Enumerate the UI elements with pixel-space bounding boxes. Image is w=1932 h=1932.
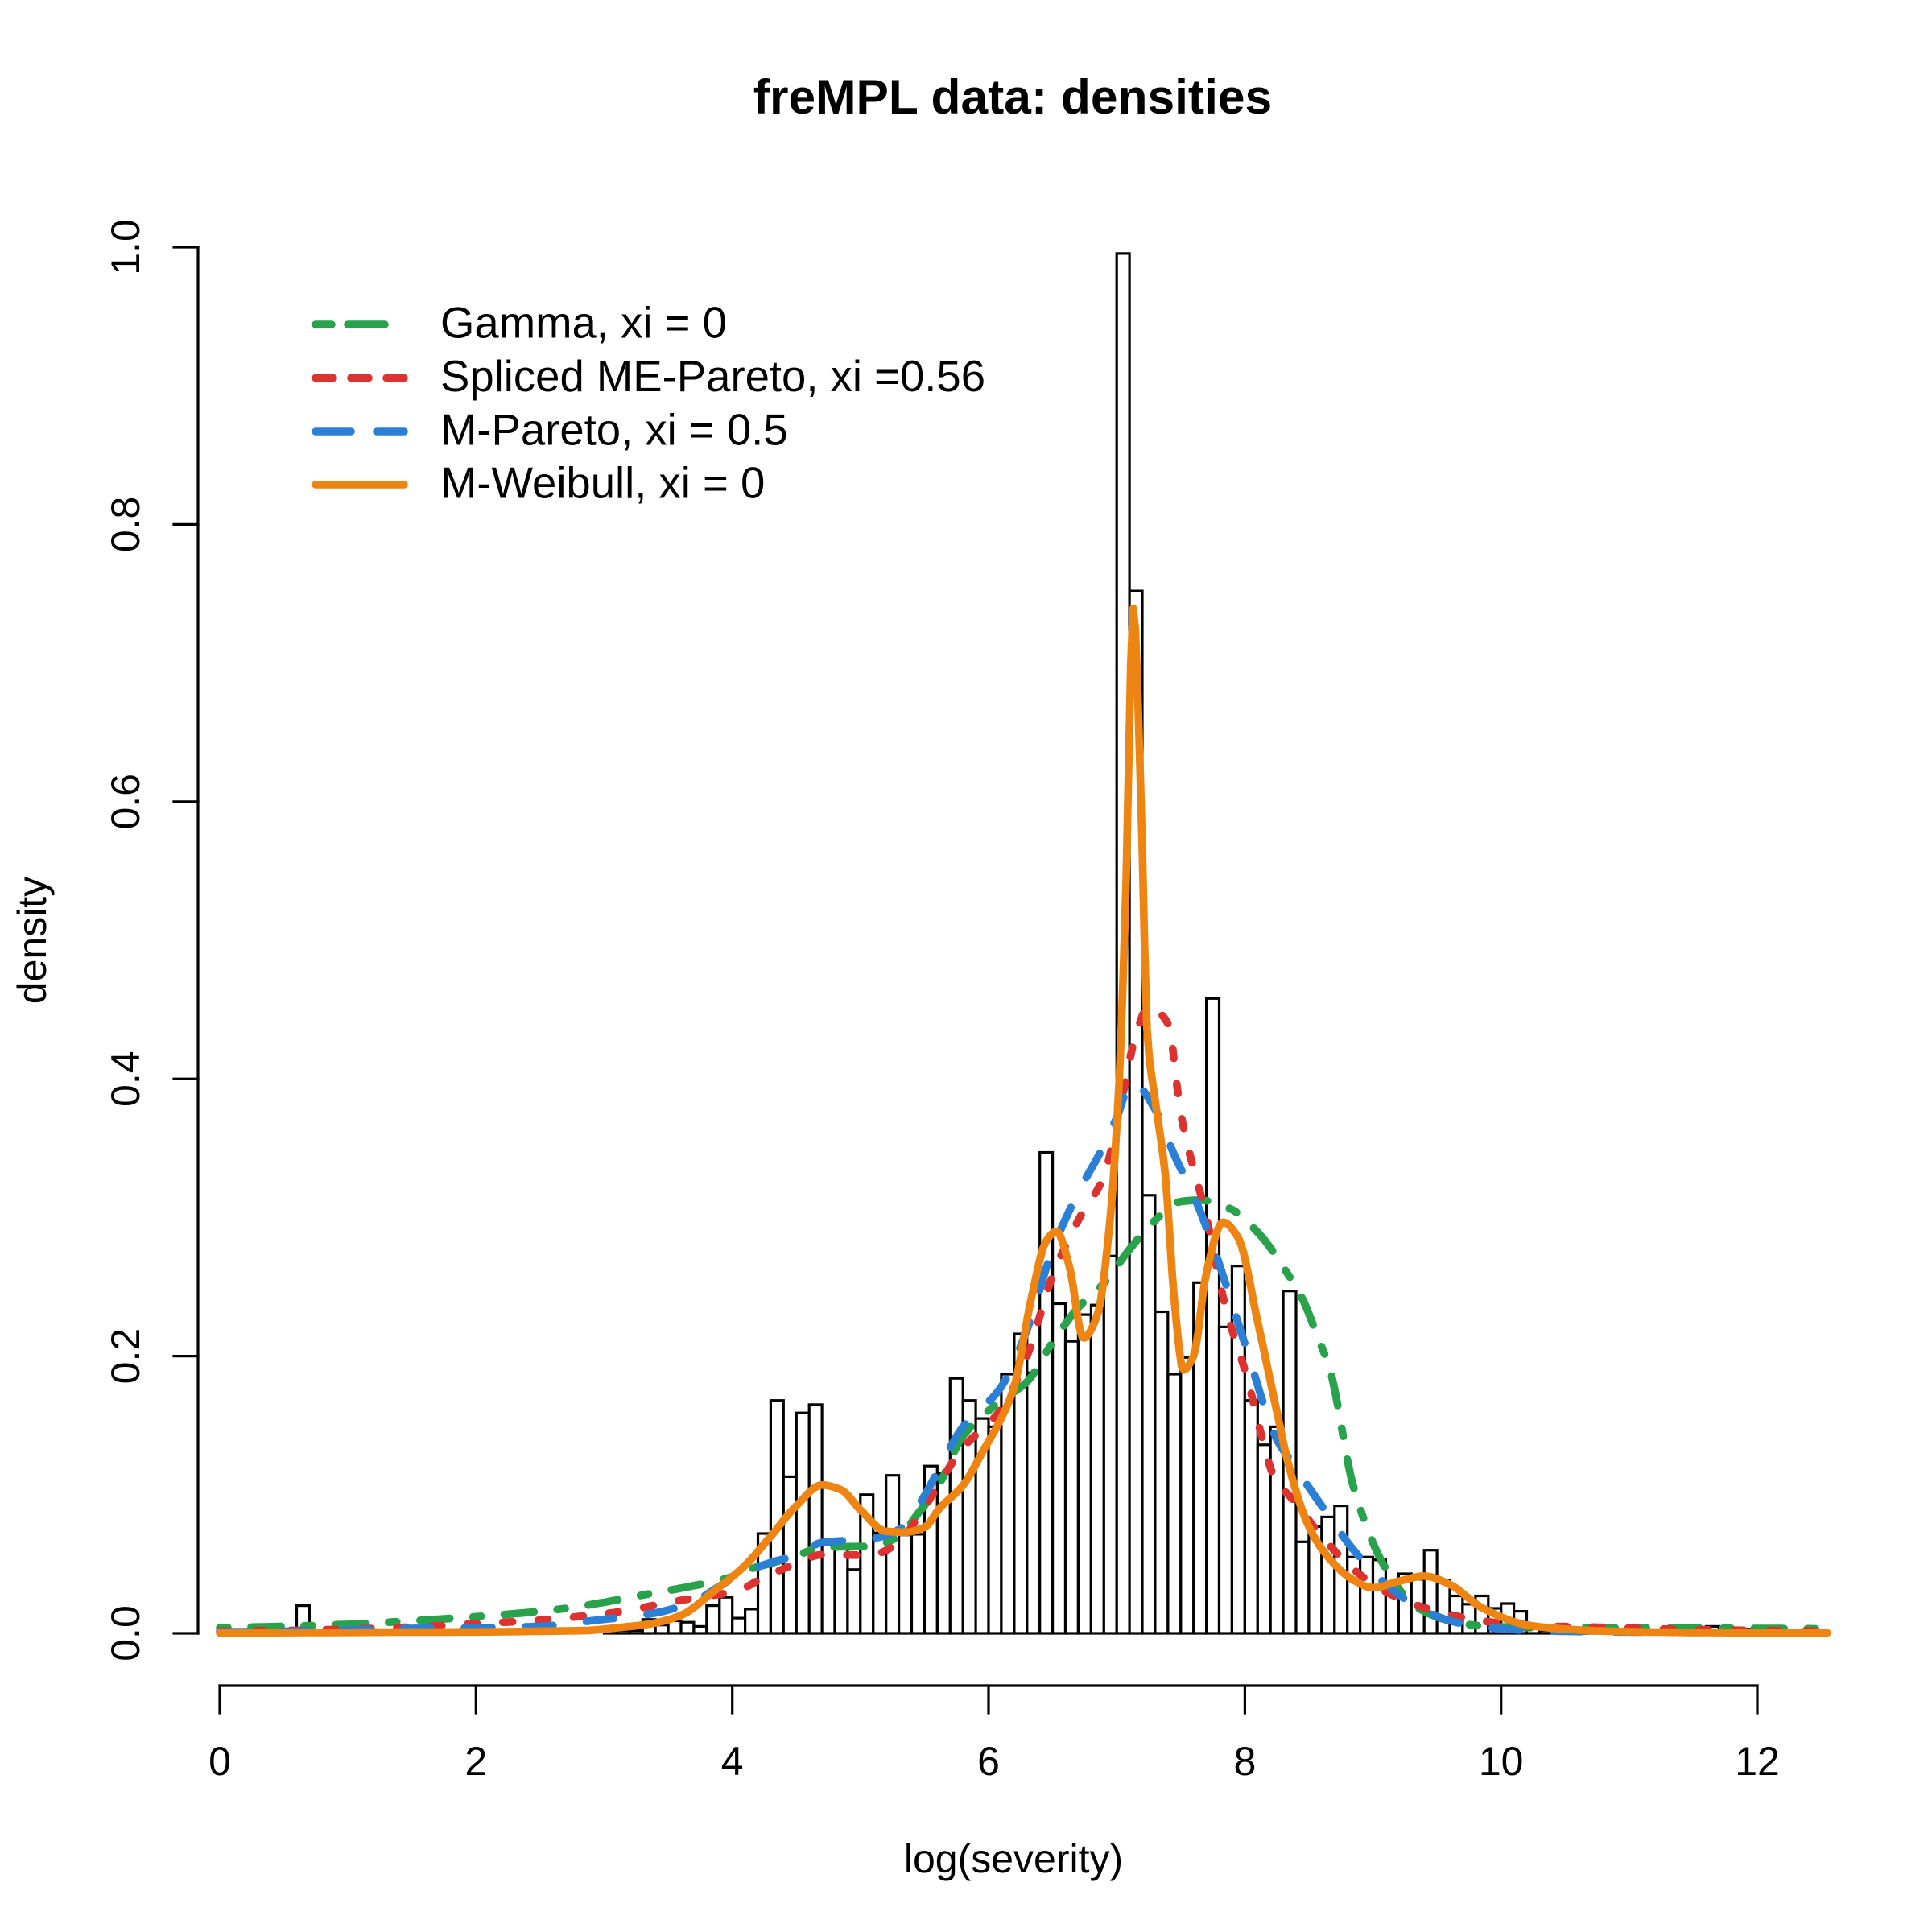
svg-text:density: density bbox=[10, 877, 55, 1004]
svg-text:0.0: 0.0 bbox=[103, 1605, 148, 1662]
svg-text:2: 2 bbox=[464, 1739, 487, 1784]
svg-text:0.6: 0.6 bbox=[103, 774, 148, 830]
svg-text:freMPL data: densities: freMPL data: densities bbox=[753, 69, 1272, 124]
svg-text:M-Pareto, xi = 0.5: M-Pareto, xi = 0.5 bbox=[440, 406, 788, 455]
svg-text:0.8: 0.8 bbox=[103, 497, 148, 553]
svg-text:0.4: 0.4 bbox=[103, 1051, 148, 1107]
svg-text:8: 8 bbox=[1233, 1739, 1256, 1784]
svg-text:M-Weibull, xi = 0: M-Weibull, xi = 0 bbox=[440, 459, 765, 508]
svg-text:10: 10 bbox=[1479, 1739, 1524, 1784]
svg-text:0.2: 0.2 bbox=[103, 1328, 148, 1385]
svg-text:1.0: 1.0 bbox=[103, 219, 148, 275]
svg-text:log(severity): log(severity) bbox=[904, 1836, 1123, 1881]
svg-text:6: 6 bbox=[977, 1739, 1000, 1784]
svg-text:0: 0 bbox=[208, 1739, 231, 1784]
svg-text:12: 12 bbox=[1735, 1739, 1780, 1784]
svg-text:4: 4 bbox=[721, 1739, 744, 1784]
svg-text:Gamma, xi = 0: Gamma, xi = 0 bbox=[440, 299, 727, 348]
svg-text:Spliced ME-Pareto, xi =0.56: Spliced ME-Pareto, xi =0.56 bbox=[440, 352, 985, 401]
